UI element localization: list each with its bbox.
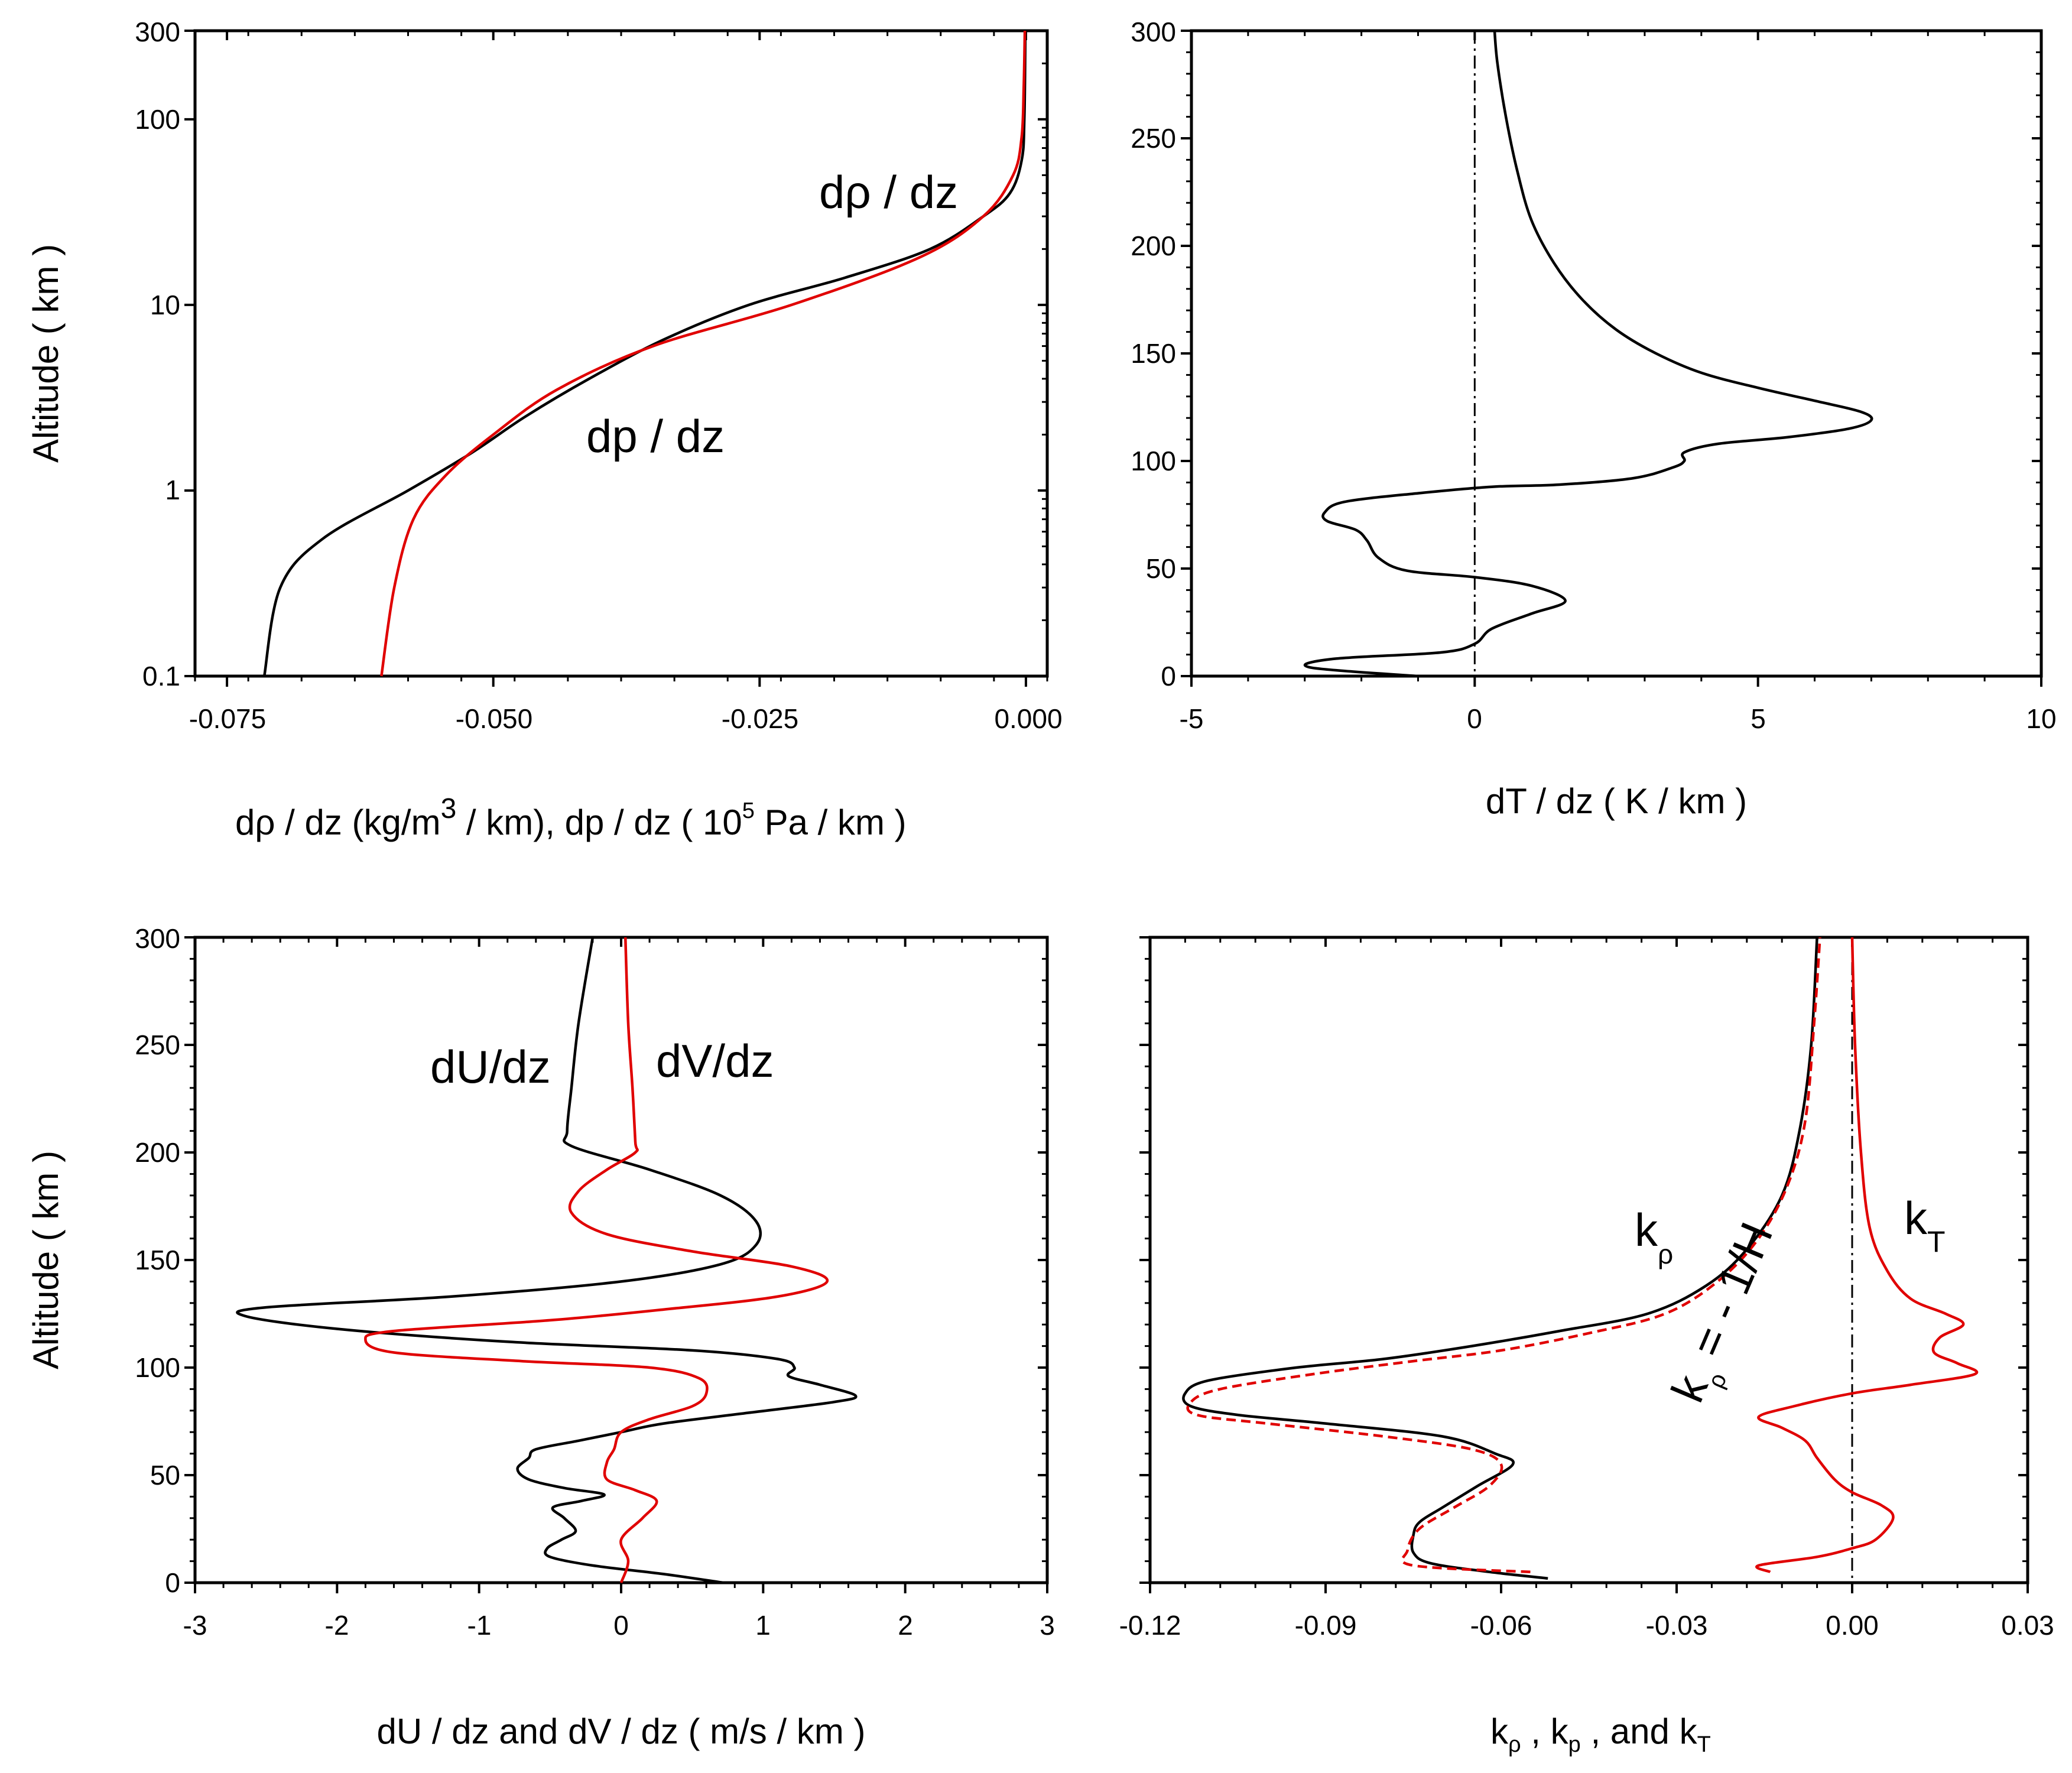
p3-x-axis-title: dU / dz and dV / dz ( m/s / km ) bbox=[377, 1712, 866, 1751]
panel-4-x-tick-labels: -0.12 -0.09 -0.06 -0.03 0.00 0.03 bbox=[1119, 1610, 2054, 1641]
panel-3-series bbox=[236, 937, 858, 1584]
p3-ytick-label: 300 bbox=[135, 923, 180, 954]
p4-xtick-label: -0.06 bbox=[1470, 1610, 1532, 1641]
panel-3: -3 -2 -1 0 1 2 3 0 50 100 150 200 250 30… bbox=[26, 923, 1055, 1751]
panel-2: -5 0 5 10 0 50 100 150 200 250 300 dT / … bbox=[1131, 17, 2056, 821]
p4-xtick-label: -0.09 bbox=[1295, 1610, 1357, 1641]
panel-2-x-tick-labels: -5 0 5 10 bbox=[1180, 703, 2057, 734]
p2-xtick-label: 5 bbox=[1751, 703, 1766, 734]
p3-xtick-label: 0 bbox=[613, 1610, 629, 1641]
p3-ytick-label: 250 bbox=[135, 1030, 180, 1060]
series-line-p2-0 bbox=[1303, 30, 1873, 678]
panel-3-x-tick-labels: -3 -2 -1 0 1 2 3 bbox=[183, 1610, 1055, 1641]
panel-1-x-tick-labels: -0.075 -0.050 -0.025 0.000 bbox=[189, 703, 1063, 734]
p3-ytick-label: 100 bbox=[135, 1352, 180, 1383]
p1-ytick-label: 10 bbox=[150, 290, 180, 320]
annotation-k-rho: kρ bbox=[1635, 1204, 1673, 1269]
annotation-du-dz: dU/dz bbox=[430, 1041, 551, 1093]
series-line-p4-2 bbox=[1755, 937, 1979, 1573]
panel-1-frame bbox=[193, 29, 1049, 678]
p3-ytick-label: 150 bbox=[135, 1245, 180, 1275]
p3-y-axis-title: Altitude ( km ) bbox=[26, 1151, 66, 1369]
annotation-drho-dz: dρ / dz bbox=[819, 166, 958, 218]
p2-ytick-label: 300 bbox=[1131, 17, 1176, 47]
p1-ytick-label: 0.1 bbox=[142, 661, 180, 691]
panel-3-ticks bbox=[184, 936, 1048, 1593]
series-line-p3-1 bbox=[364, 937, 829, 1583]
panel-1: -0.075 -0.050 -0.025 0.000 0.1 1 10 100 … bbox=[26, 17, 1063, 842]
panel-1-ticks bbox=[184, 30, 1048, 687]
p1-xtick-label: 0.000 bbox=[994, 703, 1062, 734]
annotation-dv-dz: dV/dz bbox=[656, 1035, 774, 1087]
p2-xtick-label: 0 bbox=[1467, 703, 1482, 734]
panel-4-frame bbox=[1148, 936, 2029, 1584]
p2-ytick-label: 200 bbox=[1131, 230, 1176, 261]
series-line-p1-1 bbox=[380, 30, 1027, 677]
panel-4-series bbox=[1182, 937, 1979, 1583]
p1-x-axis-title: dρ / dz (kg/m3 / km), dp / dz ( 105 Pa /… bbox=[235, 793, 907, 842]
p4-x-axis-title: kρ , kp , and kT bbox=[1490, 1712, 1711, 1757]
p3-ytick-label: 200 bbox=[135, 1137, 180, 1168]
series-line-p4-1 bbox=[1186, 937, 1821, 1574]
p3-xtick-label: -2 bbox=[325, 1610, 349, 1641]
panel-4-ticks bbox=[1139, 936, 2029, 1593]
p1-ytick-label: 300 bbox=[135, 17, 180, 47]
p1-ytick-label: 100 bbox=[135, 104, 180, 135]
panel-4: -0.12 -0.09 -0.06 -0.03 0.00 0.03 kρ , k… bbox=[1119, 936, 2054, 1757]
p3-xtick-label: -1 bbox=[467, 1610, 492, 1641]
p4-xtick-label: -0.03 bbox=[1646, 1610, 1708, 1641]
p3-ytick-label: 50 bbox=[150, 1460, 180, 1491]
p2-ytick-label: 250 bbox=[1131, 123, 1176, 154]
panel-2-y-tick-labels: 0 50 100 150 200 250 300 bbox=[1131, 17, 1176, 691]
p1-y-axis-title: Altitude ( km ) bbox=[26, 244, 66, 463]
p4-xtick-label: 0.00 bbox=[1826, 1610, 1879, 1641]
panel-2-ticks bbox=[1181, 30, 2042, 687]
p4-xtick-label: -0.12 bbox=[1119, 1610, 1181, 1641]
annotation-k-t: kT bbox=[1904, 1192, 1946, 1258]
panel-3-y-tick-labels: 0 50 100 150 200 250 300 bbox=[135, 923, 180, 1598]
panel-2-series bbox=[1303, 30, 1873, 678]
p2-ytick-label: 0 bbox=[1161, 661, 1176, 691]
p2-xtick-label: -5 bbox=[1180, 703, 1204, 734]
p3-xtick-label: -3 bbox=[183, 1610, 207, 1641]
p1-xtick-label: -0.075 bbox=[189, 703, 266, 734]
p3-xtick-label: 3 bbox=[1040, 1610, 1055, 1641]
p2-x-axis-title: dT / dz ( K / km ) bbox=[1486, 781, 1747, 821]
annotation-k-rho-eq: kρ = - 1/H bbox=[1661, 1215, 1792, 1413]
series-line-p4-0 bbox=[1182, 937, 1818, 1580]
annotation-dp-dz: dp / dz bbox=[586, 410, 725, 462]
p2-ytick-label: 100 bbox=[1131, 446, 1176, 476]
panel-2-frame bbox=[1190, 29, 2043, 678]
series-line-p1-0 bbox=[262, 30, 1027, 677]
panel-1-series bbox=[262, 30, 1027, 677]
p3-xtick-label: 1 bbox=[755, 1610, 771, 1641]
p3-ytick-label: 0 bbox=[165, 1567, 180, 1598]
p3-xtick-label: 2 bbox=[898, 1610, 913, 1641]
p4-xtick-label: 0.03 bbox=[2001, 1610, 2054, 1641]
series-line-p3-0 bbox=[236, 937, 858, 1584]
p2-xtick-label: 10 bbox=[2026, 703, 2056, 734]
p1-xtick-label: -0.025 bbox=[722, 703, 798, 734]
p1-xtick-label: -0.050 bbox=[456, 703, 532, 734]
p2-ytick-label: 50 bbox=[1146, 553, 1176, 584]
panel-1-y-tick-labels: 0.1 1 10 100 300 bbox=[135, 17, 180, 691]
p1-ytick-label: 1 bbox=[165, 475, 180, 505]
p2-ytick-label: 150 bbox=[1131, 338, 1176, 369]
